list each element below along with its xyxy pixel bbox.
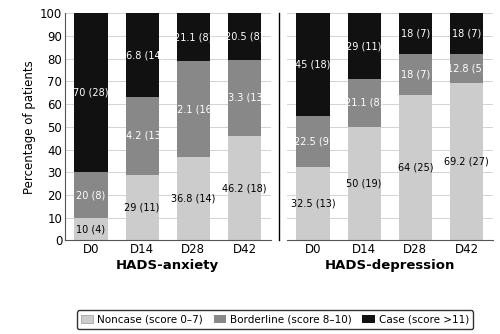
Bar [176, 13, 210, 61]
Bar [126, 13, 159, 97]
Bar [348, 127, 381, 240]
Bar [398, 95, 432, 240]
Bar [296, 116, 330, 167]
Text: 10 (4): 10 (4) [76, 224, 106, 234]
Text: 29 (11): 29 (11) [124, 202, 160, 212]
Text: 64 (25): 64 (25) [398, 163, 433, 173]
Text: 21.1 (8): 21.1 (8) [345, 98, 384, 108]
Bar [296, 167, 330, 240]
Text: 12.8 (5): 12.8 (5) [448, 64, 486, 74]
Text: 46.2 (18): 46.2 (18) [222, 183, 267, 193]
Text: 34.2 (13): 34.2 (13) [120, 131, 164, 141]
Bar [296, 13, 330, 116]
Bar [450, 13, 483, 54]
Bar [74, 172, 108, 218]
Text: 20 (8): 20 (8) [76, 190, 106, 200]
Bar [348, 13, 381, 79]
Bar [176, 61, 210, 157]
Text: 20.5 (8): 20.5 (8) [226, 32, 264, 42]
Bar [176, 157, 210, 240]
Bar [398, 13, 432, 54]
X-axis label: HADS-depression: HADS-depression [324, 259, 455, 272]
Bar [126, 97, 159, 175]
Bar [126, 175, 159, 240]
Text: 45 (18): 45 (18) [296, 59, 330, 69]
Legend: Noncase (score 0–7), Borderline (score 8–10), Case (score >11): Noncase (score 0–7), Borderline (score 8… [76, 311, 473, 329]
Bar [228, 60, 261, 136]
Text: 42.1 (16): 42.1 (16) [171, 104, 216, 114]
Bar [348, 79, 381, 127]
Text: 18 (7): 18 (7) [400, 29, 430, 39]
Bar [450, 83, 483, 240]
Bar [398, 54, 432, 95]
Text: 33.3 (13): 33.3 (13) [222, 93, 266, 103]
Y-axis label: Percentage of patients: Percentage of patients [23, 60, 36, 194]
Text: 29 (11): 29 (11) [346, 41, 382, 51]
Text: 50 (19): 50 (19) [346, 179, 382, 189]
Bar [74, 218, 108, 240]
Text: 18 (7): 18 (7) [400, 70, 430, 80]
Text: 22.5 (9): 22.5 (9) [294, 136, 333, 146]
Text: 18 (7): 18 (7) [452, 29, 481, 39]
Bar [228, 13, 261, 60]
Bar [228, 136, 261, 240]
Text: 70 (28): 70 (28) [73, 88, 108, 98]
Bar [74, 13, 108, 172]
Text: 69.2 (27): 69.2 (27) [444, 157, 489, 167]
Text: 36.8 (14): 36.8 (14) [171, 194, 216, 204]
Text: 36.8 (14): 36.8 (14) [120, 50, 164, 60]
Text: 32.5 (13): 32.5 (13) [290, 199, 336, 208]
Text: 21.1 (8): 21.1 (8) [174, 32, 212, 42]
X-axis label: HADS-anxiety: HADS-anxiety [116, 259, 220, 272]
Bar [450, 54, 483, 83]
